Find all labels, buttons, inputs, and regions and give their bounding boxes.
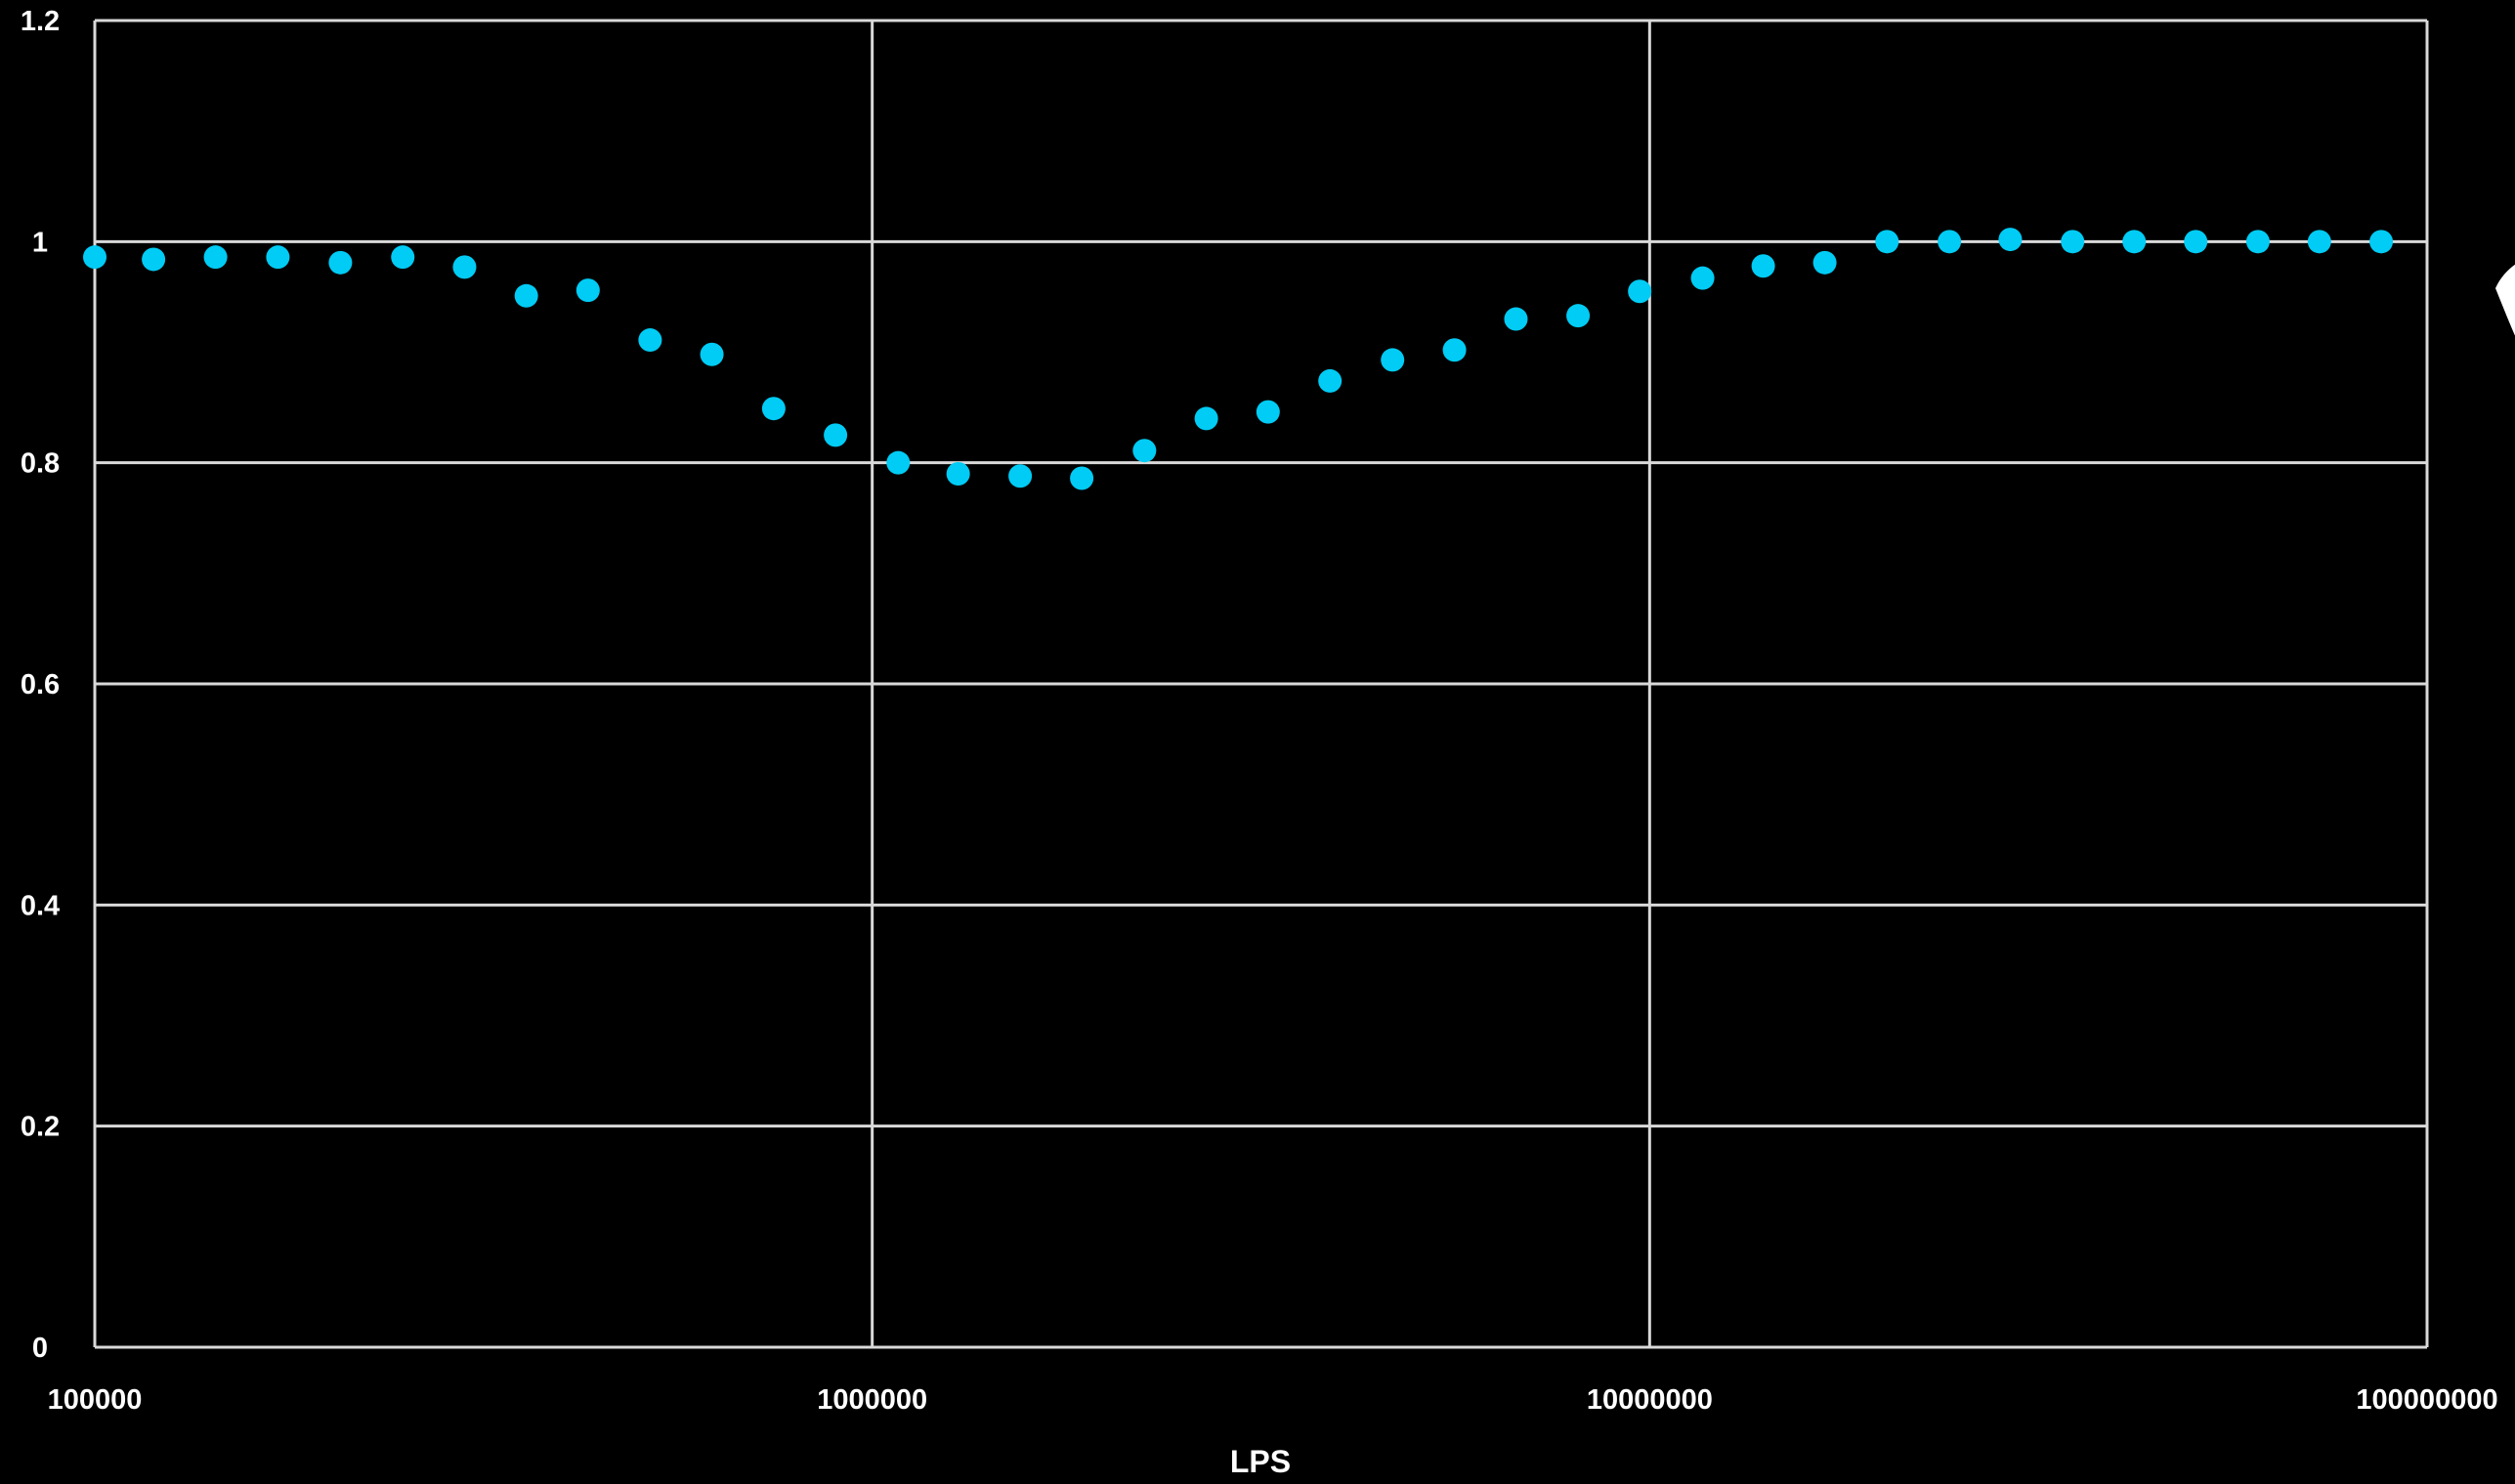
data-point [1256, 400, 1280, 424]
data-point [2369, 230, 2394, 254]
y-tick-label: 0 [32, 1333, 48, 1364]
data-point [1008, 464, 1033, 488]
data-point [2184, 230, 2208, 254]
x-axis-ticks: 100000 1000000 10000000 100000000 [48, 1384, 2498, 1416]
data-point [2245, 230, 2270, 254]
data-point [83, 245, 107, 270]
cropped-edge-mark [2495, 264, 2515, 336]
data-point [1381, 348, 1405, 372]
data-point [203, 245, 228, 270]
y-axis-ticks: 0 0.2 0.4 0.6 0.8 1 1.2 [21, 6, 60, 1364]
data-point [824, 423, 848, 447]
y-tick-label: 0.4 [21, 890, 60, 921]
data-points [83, 228, 2394, 490]
y-tick-label: 0.8 [21, 448, 60, 480]
data-point [328, 250, 353, 275]
data-point [142, 247, 166, 272]
data-point [2122, 230, 2147, 254]
data-point [266, 245, 290, 270]
data-point [1442, 338, 1467, 362]
data-point [1194, 406, 1218, 431]
data-point [391, 245, 415, 270]
data-point [946, 461, 970, 486]
y-tick-label: 1.2 [21, 6, 60, 37]
data-point [886, 450, 911, 475]
x-tick-label: 100000 [48, 1384, 143, 1416]
data-point [2061, 230, 2085, 254]
data-point [1875, 230, 1899, 254]
data-point [2307, 230, 2331, 254]
data-point [700, 342, 724, 366]
data-point [638, 328, 662, 353]
data-point [452, 255, 477, 279]
x-tick-label: 1000000 [817, 1384, 927, 1416]
data-point [1070, 466, 1094, 490]
y-tick-label: 0.6 [21, 669, 60, 700]
data-point [1812, 250, 1837, 275]
data-point [1690, 266, 1715, 290]
data-point [1504, 307, 1528, 331]
x-axis-title: LPS [1230, 1444, 1291, 1479]
x-tick-label: 10000000 [1587, 1384, 1713, 1416]
data-point [1318, 368, 1343, 393]
data-point [575, 278, 600, 303]
gridlines [93, 19, 2429, 1349]
data-point [514, 283, 538, 308]
y-tick-label: 1 [32, 227, 48, 258]
data-point [1751, 254, 1775, 278]
data-point [761, 397, 786, 421]
data-point [1998, 228, 2023, 252]
data-point [1938, 230, 1962, 254]
x-tick-label: 100000000 [2356, 1384, 2497, 1416]
y-tick-label: 0.2 [21, 1112, 60, 1143]
data-point [1628, 279, 1652, 304]
data-point [1132, 439, 1157, 463]
data-point [1566, 304, 1591, 328]
